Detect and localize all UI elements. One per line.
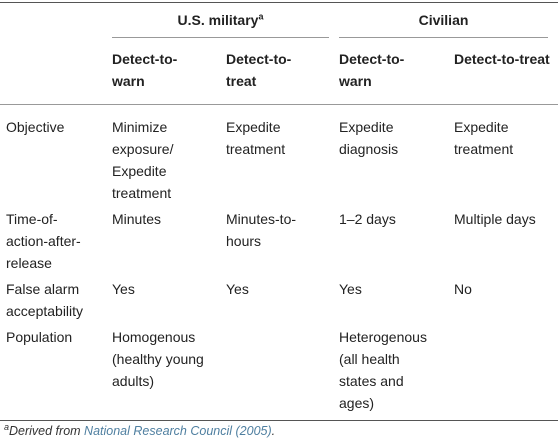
citation-link[interactable]: National Research Council (2005) [84,424,272,438]
cell: Minutes [112,211,162,227]
cell: Yes [339,281,362,297]
corner-cell [0,38,112,105]
cell: Minimize exposure/ Expedite treatment [112,119,174,201]
cell: Expedite treatment [454,119,514,157]
column-header: Detect-to-treat [226,38,339,105]
group-label: U.S. military [177,12,259,28]
row-label: Time-of-action-after-release [6,211,81,271]
footnote-marker: a [258,11,264,22]
cell: Heterogenous (all health states and ages… [339,329,427,411]
cell: Expedite diagnosis [339,119,399,157]
footnote-text: Derived from [9,424,85,438]
table-row: Time-of-action-after-release Minutes Min… [0,206,558,276]
corner-cell [0,3,112,39]
table-row: False alarm acceptability Yes Yes Yes No [0,276,558,324]
row-label: Objective [6,119,65,135]
cell: Homogenous (healthy young adults) [112,329,204,389]
cell: Yes [226,281,249,297]
column-header: Detect-to-treat [454,38,558,105]
table-row: Objective Minimize exposure/ Expedite tr… [0,105,558,207]
cell: Expedite treatment [226,119,286,157]
group-label: Civilian [339,9,549,38]
cell: 1–2 days [339,211,396,227]
column-header-row: Detect-to-warn Detect-to-treat Detect-to… [0,38,558,105]
cell: Multiple days [454,211,536,227]
row-label: False alarm acceptability [6,281,84,319]
cell: No [454,281,472,297]
footnote-marker: a [4,421,10,432]
cell: Yes [112,281,135,297]
footnote-end: . [271,424,276,438]
empty-cell [226,324,339,421]
table-row: Population Homogenous (healthy young adu… [0,324,558,421]
footnote: aDerived from National Research Council … [4,421,276,438]
column-header: Detect-to-warn [112,38,226,105]
group-header-row: U.S. militarya Civilian [0,3,558,39]
cell: Minutes-to-hours [226,211,297,249]
row-label: Population [6,329,73,345]
column-header: Detect-to-warn [339,38,454,105]
data-table: U.S. militarya Civilian Detect-to-warn D… [0,2,558,421]
group-header: U.S. militarya [112,3,339,38]
empty-cell [454,324,558,421]
group-header: Civilian [339,3,558,38]
